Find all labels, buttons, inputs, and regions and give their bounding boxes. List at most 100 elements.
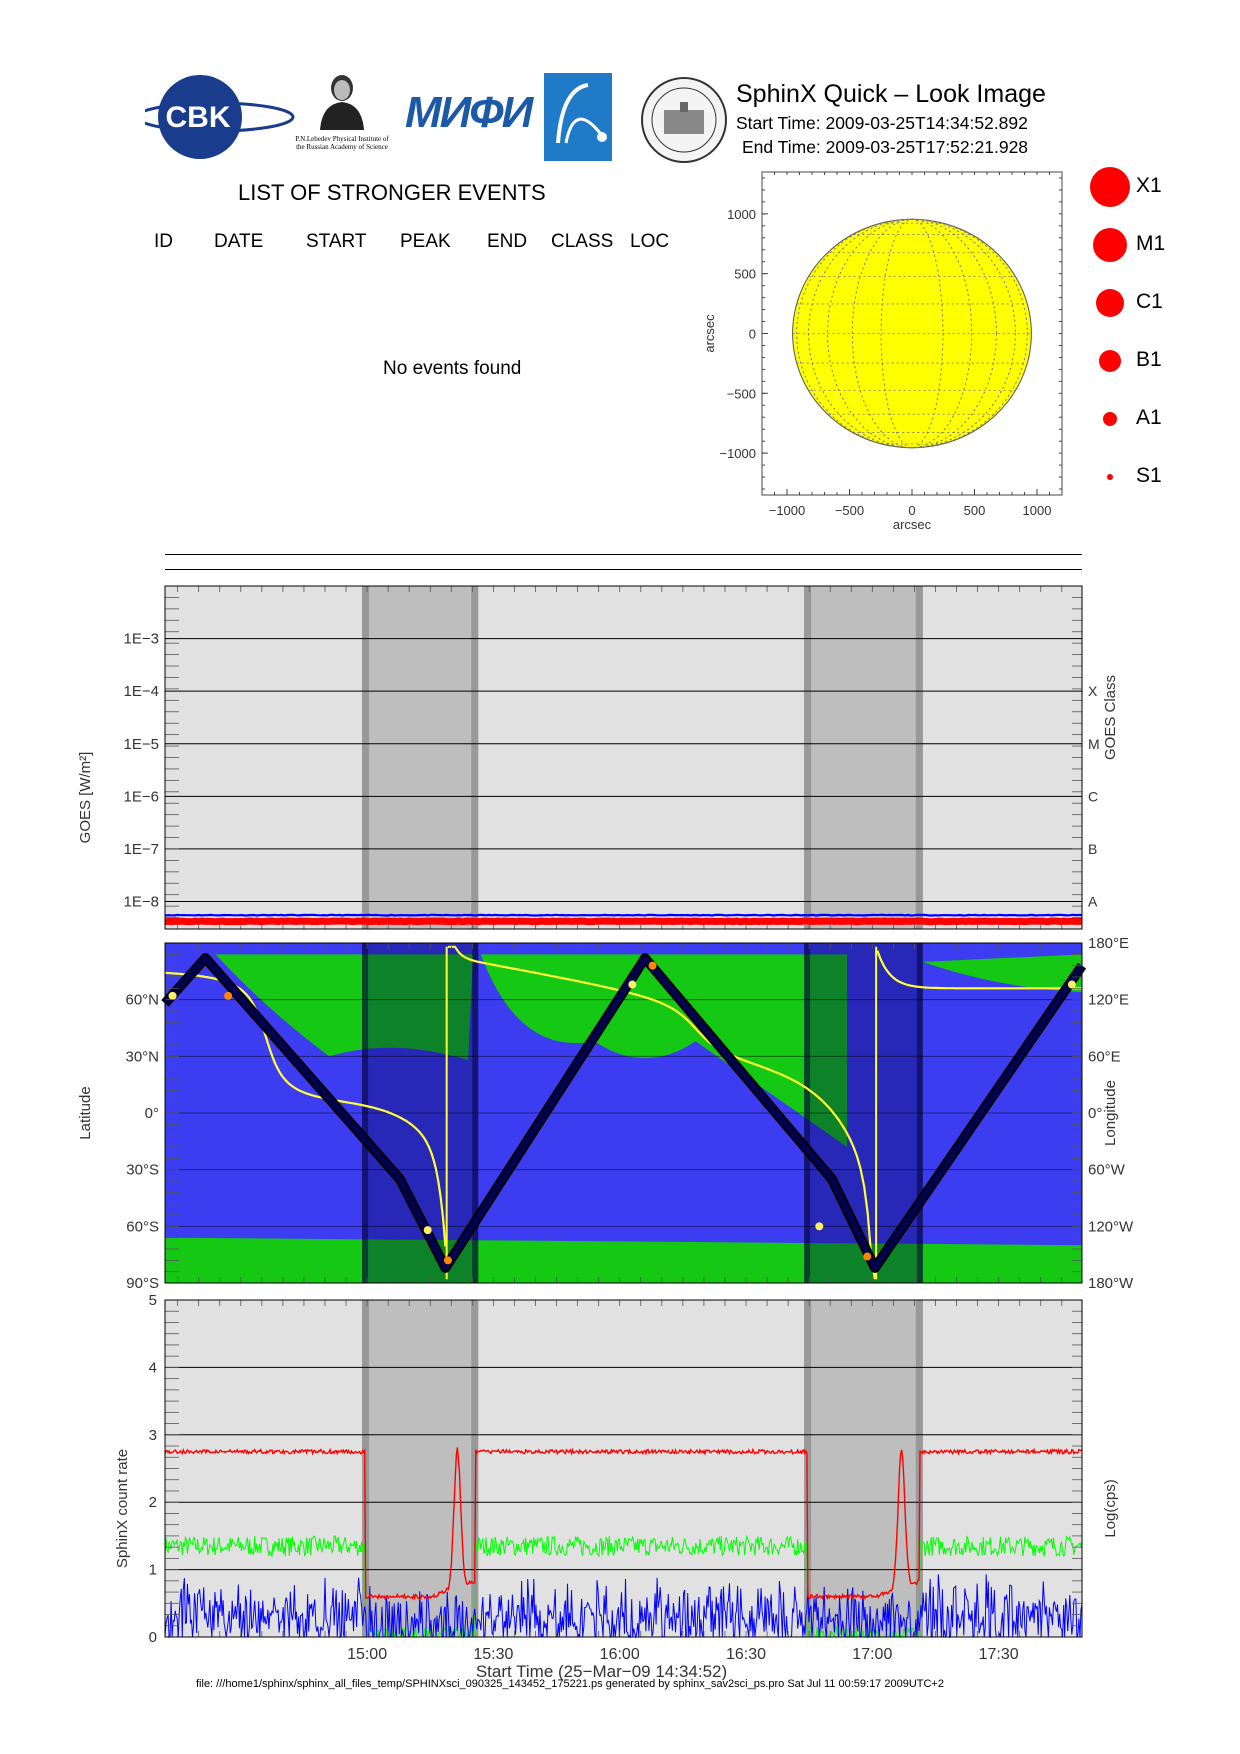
goes-panel-bg [165,586,1082,929]
goes-eclipse-0 [362,586,479,929]
goes-eclipse-1 [804,586,923,929]
goes-eclipse-edge-0 [362,586,370,929]
count-eclipse-edge-0 [362,1300,370,1637]
map-right-tick-label: 120°E [1088,992,1129,1009]
separator-line-2 [165,569,1082,570]
cbk-logo: CBK [145,75,295,159]
goes-class-label-B: B [1088,841,1097,857]
goes-y-tick-label: 1E−4 [124,683,159,700]
map-north-zone-1 [215,954,474,1061]
x-axis-label: arcsec [893,517,932,530]
track-hotspot [168,991,177,1000]
lebedev-logo-text: P.N.Lebedev Physical Institute of the Ru… [295,135,389,151]
count-x-axis-label: Start Time (25−Mar−09 14:34:52) [476,1662,727,1680]
map-y-tick-label: 60°N [125,992,159,1009]
col-date: DATE [214,231,264,252]
track-hotspot [815,1222,824,1231]
solar-disk-chart: −1000 −500 0 500 1000 −1000 −500 0 500 1000 arcsec… [702,171,1063,530]
comet-logo [544,73,612,161]
goes-class-label-A: A [1088,894,1098,910]
x-tick-label: 1000 [1023,503,1052,518]
map-y-tick-label: 60°S [126,1218,159,1235]
col-start: START [306,231,367,252]
map-y-tick-label: 0° [145,1105,159,1122]
separator-line-1 [165,554,1082,555]
mifi-logo: МИФИ [405,88,533,137]
legend-dot-c1 [1096,289,1124,317]
count-x-tick-label: 17:30 [979,1646,1019,1663]
portrait-icon [320,75,364,130]
count-eclipse-edge-0 [471,1300,479,1637]
longitude-curve-2 [876,950,1082,990]
map-south-zone [165,1237,1082,1283]
count-y-axis-label: SphinX count rate [114,1449,131,1568]
legend-dot-m1 [1093,228,1127,262]
count-x-tick-label: 16:00 [600,1646,640,1663]
events-title: LIST OF STRONGER EVENTS [238,180,546,205]
count-series-red [164,1447,1083,1601]
legend-dot-b1 [1099,350,1121,372]
map-right-tick-label: 60°E [1088,1048,1121,1065]
y-tick-label: 1000 [727,207,756,222]
flare-class-legend: X1 M1 C1 B1 A1 S1 [1080,160,1240,500]
col-loc: LOC [630,231,670,252]
end-time: End Time: 2009-03-25T17:52:21.928 [742,137,1029,157]
count-frame [164,1299,1083,1638]
legend-label-m1: M1 [1136,232,1166,255]
track-hotspot [863,1252,872,1261]
track-hotspot [423,1226,432,1235]
goes-eclipse-edge-1 [915,586,923,929]
page-title: SphinX Quick – Look Image [736,80,1046,108]
count-x-tick-label: 16:30 [726,1646,766,1663]
goes-y-axis-label: GOES [W/m²] [77,752,94,844]
goes-class-label-C: C [1088,788,1098,804]
goes-y-tick-label: 1E−7 [124,841,159,858]
map-north-zone-2 [480,954,848,1147]
track-hotspot [443,1256,452,1265]
col-end: END [487,231,528,252]
goes-class-label-X: X [1088,683,1098,699]
map-y-axis-label: Latitude [77,1086,94,1139]
col-class: CLASS [551,231,614,252]
count-y-tick-label: 1 [149,1562,157,1579]
y-tick-label: −1000 [719,446,756,461]
count-y-tick-label: 3 [149,1427,157,1444]
track-hotspot [224,991,233,1000]
map-right-tick-label: 120°W [1088,1218,1134,1235]
legend-label-b1: B1 [1136,348,1162,371]
x-tick-label: 0 [908,503,915,518]
longitude-curve-1 [447,945,876,1280]
count-x-tick-label: 15:30 [473,1646,513,1663]
map-y-tick-label: 30°S [126,1162,159,1179]
count-series-green [164,1534,1083,1639]
disk-grid [792,218,1032,449]
goes-y-tick-label: 1E−3 [124,631,159,648]
y-tick-label: 500 [734,267,756,282]
x-tick-label: 500 [964,503,986,518]
x-tick-label: −1000 [769,503,806,518]
count-eclipse-1 [804,1300,923,1637]
y-axis-label: arcsec [702,314,717,353]
goes-y-tick-label: 1E−6 [124,788,159,805]
count-x-tick-label: 17:00 [852,1646,892,1663]
university-seal-logo [641,77,727,163]
x-tick-label: −500 [835,503,864,518]
events-header-row: ID DATE START PEAK END CLASS LOC [0,231,700,255]
legend-dot-a1 [1103,412,1117,426]
map-right-tick-label: 0° [1088,1105,1102,1122]
map-right-tick-label: 180°W [1088,1275,1134,1292]
goes-series-1 [164,913,1082,917]
track-hotspot [628,980,637,989]
goes-right-axis-label: GOES Class [1102,675,1119,760]
legend-label-x1: X1 [1136,174,1162,197]
track-hotspot [1067,980,1076,989]
count-series-blue [164,1574,1083,1639]
legend-label-s1: S1 [1136,464,1162,487]
map-north-zone-3 [922,954,1082,993]
count-y-tick-label: 5 [149,1292,157,1309]
map-right-tick-label: 180°E [1088,935,1129,952]
count-y-tick-label: 4 [149,1359,157,1376]
legend-label-a1: A1 [1136,406,1162,429]
time-series-panels: 1E−8 1E−7 1E−6 1E−5 1E−4 1E−3 A B C M X GOES [W/m²]… [77,585,1134,1680]
count-y-tick-label: 2 [149,1494,157,1511]
